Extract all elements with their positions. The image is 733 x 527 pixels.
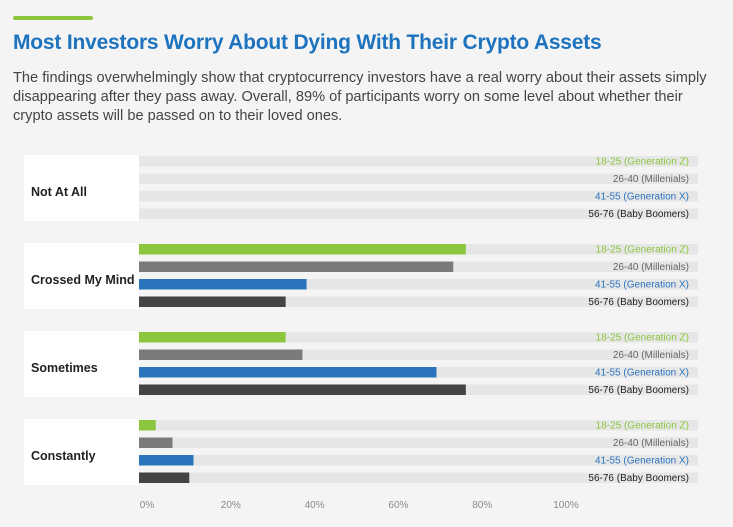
bar-track bbox=[139, 296, 698, 307]
bar-track bbox=[139, 156, 698, 167]
category-label-box bbox=[24, 155, 139, 221]
bar bbox=[139, 279, 307, 290]
bar-track bbox=[139, 437, 698, 448]
bar bbox=[139, 420, 156, 431]
bar bbox=[139, 244, 466, 255]
series-label: 18-25 (Generation Z) bbox=[596, 245, 689, 256]
x-tick-label: 20% bbox=[221, 500, 241, 511]
series-label: 56-76 (Baby Boomers) bbox=[588, 385, 689, 396]
bar-track bbox=[139, 173, 698, 184]
bar bbox=[139, 332, 286, 343]
series-label: 41-55 (Generation X) bbox=[595, 456, 689, 467]
x-tick-label: 40% bbox=[305, 500, 325, 511]
category-label-box bbox=[24, 243, 139, 309]
category-label: Crossed My Mind bbox=[31, 273, 135, 287]
bar bbox=[139, 349, 303, 360]
bar-track bbox=[139, 332, 698, 343]
series-label: 41-55 (Generation X) bbox=[595, 192, 689, 203]
page-subtitle: The findings overwhelmingly show that cr… bbox=[13, 70, 707, 124]
series-label: 26-40 (Millenials) bbox=[613, 262, 689, 273]
series-label: 41-55 (Generation X) bbox=[595, 368, 689, 379]
series-label: 56-76 (Baby Boomers) bbox=[588, 297, 689, 308]
bar-track bbox=[139, 349, 698, 360]
bar-track bbox=[139, 208, 698, 219]
series-label: 41-55 (Generation X) bbox=[595, 280, 689, 291]
category-label-box bbox=[24, 419, 139, 485]
series-label: 56-76 (Baby Boomers) bbox=[588, 473, 689, 484]
bar bbox=[139, 261, 454, 272]
category-label: Constantly bbox=[31, 449, 96, 463]
category-label: Not At All bbox=[31, 185, 87, 199]
series-label: 56-76 (Baby Boomers) bbox=[588, 209, 689, 220]
x-tick-label: 80% bbox=[472, 500, 492, 511]
series-label: 18-25 (Generation Z) bbox=[596, 421, 689, 432]
x-tick-label: 0% bbox=[140, 500, 155, 511]
series-label: 18-25 (Generation Z) bbox=[596, 157, 689, 168]
bar-track bbox=[139, 191, 698, 202]
x-tick-label: 60% bbox=[388, 500, 408, 511]
bar bbox=[139, 296, 286, 307]
bar-track bbox=[139, 420, 698, 431]
bar bbox=[139, 367, 437, 378]
bar bbox=[139, 455, 194, 466]
bar bbox=[139, 384, 466, 395]
bar bbox=[139, 472, 190, 483]
category-label-box bbox=[24, 331, 139, 397]
category-label: Sometimes bbox=[31, 361, 98, 375]
series-label: 18-25 (Generation Z) bbox=[596, 333, 689, 344]
series-label: 26-40 (Millenials) bbox=[613, 174, 689, 185]
page-title: Most Investors Worry About Dying With Th… bbox=[13, 31, 602, 54]
x-tick-label: 100% bbox=[553, 500, 579, 511]
series-label: 26-40 (Millenials) bbox=[613, 350, 689, 361]
series-label: 26-40 (Millenials) bbox=[613, 438, 689, 449]
bar-track bbox=[139, 279, 698, 290]
bar-track bbox=[139, 472, 698, 483]
bar bbox=[139, 437, 173, 448]
bar-track bbox=[139, 455, 698, 466]
accent-bar bbox=[13, 16, 93, 20]
